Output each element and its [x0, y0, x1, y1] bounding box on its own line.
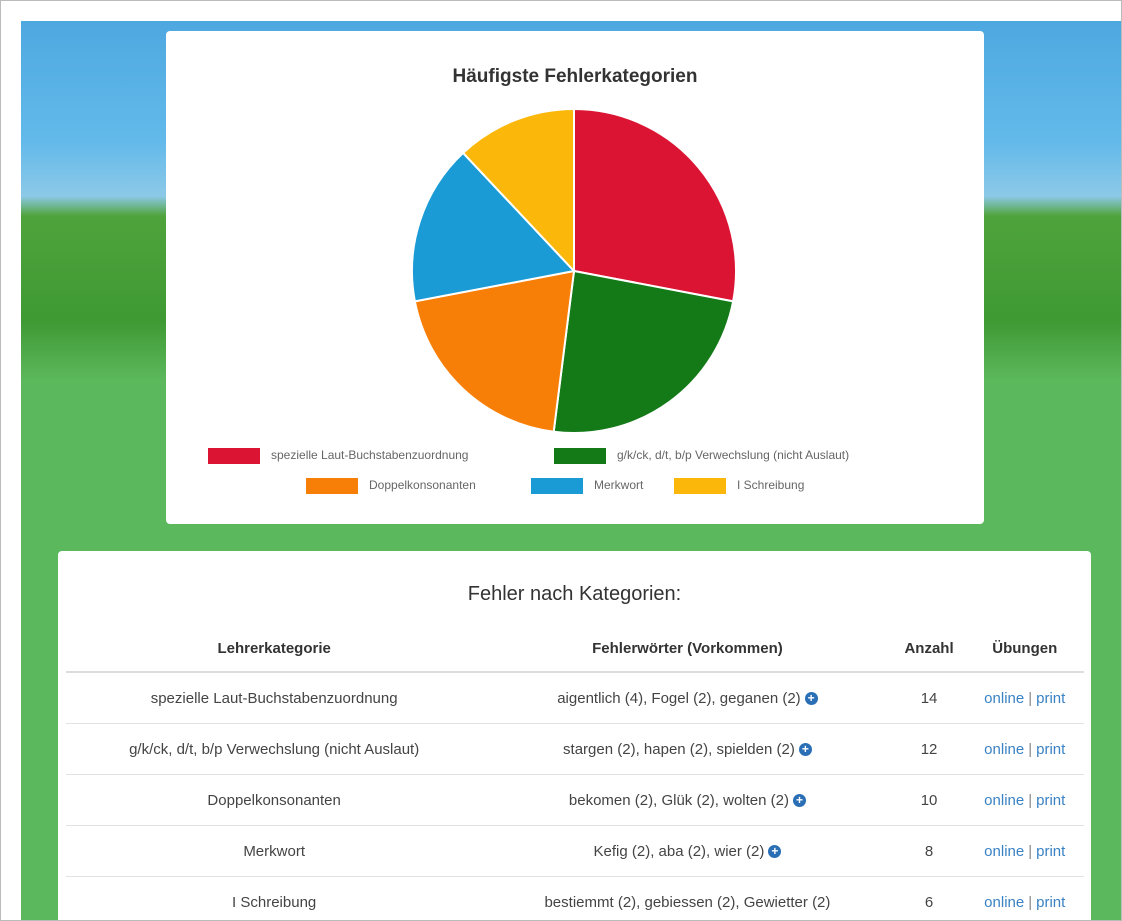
table-row: I Schreibung bestiemmt (2), gebiessen (2)… [66, 877, 1084, 921]
expand-link-icon[interactable]: + [793, 794, 806, 807]
separator: | [1028, 741, 1032, 758]
category-cell: Doppelkonsonanten [66, 775, 482, 826]
expand-link-icon[interactable]: + [768, 845, 781, 858]
expand-link-icon[interactable]: + [799, 743, 812, 756]
exercise-cell: online|print [966, 775, 1085, 826]
separator: | [1028, 792, 1032, 809]
count-cell: 10 [893, 775, 966, 826]
category-cell: Merkwort [66, 826, 482, 877]
words-text: aigentlich (4), Fogel (2), geganen (2) [557, 690, 800, 707]
legend-label: Doppelkonsonanten [369, 478, 476, 492]
legend-label: spezielle Laut-Buchstabenzuordnung [271, 448, 468, 462]
print-link[interactable]: print [1036, 792, 1065, 809]
legend-swatch [208, 448, 260, 464]
words-text: bekomen (2), Glük (2), wolten (2) [569, 792, 789, 809]
online-link[interactable]: online [984, 690, 1024, 707]
count-cell: 14 [893, 672, 966, 724]
print-link[interactable]: print [1036, 894, 1065, 911]
print-link[interactable]: print [1036, 741, 1065, 758]
count-cell: 6 [893, 877, 966, 921]
separator: | [1028, 843, 1032, 860]
words-cell: bestiemmt (2), gebiessen (2), Gewietter … [482, 877, 892, 921]
pie-slice [574, 109, 736, 301]
legend-swatch [531, 478, 583, 494]
print-link[interactable]: print [1036, 843, 1065, 860]
count-cell: 8 [893, 826, 966, 877]
header-cell: Fehlerwörter (Vorkommen) [482, 625, 892, 672]
chart: Häufigste Fehlerkategorien spezielle Lau… [166, 31, 984, 524]
category-cell: I Schreibung [66, 877, 482, 921]
words-text: Kefig (2), aba (2), wier (2) [594, 843, 765, 860]
online-link[interactable]: online [984, 894, 1024, 911]
table-row: g/k/ck, d/t, b/p Verwechslung (nicht Aus… [66, 724, 1084, 775]
separator: | [1028, 894, 1032, 911]
chart-card: Häufigste Fehlerkategorien spezielle Lau… [166, 31, 984, 524]
category-cell: g/k/ck, d/t, b/p Verwechslung (nicht Aus… [66, 724, 482, 775]
exercise-cell: online|print [966, 826, 1085, 877]
table-title: Fehler nach Kategorien: [58, 583, 1091, 606]
legend-label: Merkwort [594, 478, 644, 492]
exercise-cell: online|print [966, 672, 1085, 724]
header-cell: Anzahl [893, 625, 966, 672]
legend-label: I Schreibung [737, 478, 804, 492]
words-text: stargen (2), hapen (2), spielden (2) [563, 741, 795, 758]
print-link[interactable]: print [1036, 690, 1065, 707]
count-cell: 12 [893, 724, 966, 775]
legend-swatch [306, 478, 358, 494]
page: Häufigste Fehlerkategorien spezielle Lau… [0, 0, 1122, 921]
exercise-cell: online|print [966, 724, 1085, 775]
category-cell: spezielle Laut-Buchstabenzuordnung [66, 672, 482, 724]
words-text: bestiemmt (2), gebiessen (2), Gewietter … [544, 894, 830, 911]
pie-slice [554, 271, 733, 433]
header-cell: Lehrerkategorie [66, 625, 482, 672]
separator: | [1028, 690, 1032, 707]
header-cell: Übungen [966, 625, 1085, 672]
online-link[interactable]: online [984, 843, 1024, 860]
words-cell: aigentlich (4), Fogel (2), geganen (2) + [482, 672, 892, 724]
words-cell: bekomen (2), Glük (2), wolten (2) + [482, 775, 892, 826]
legend-label: g/k/ck, d/t, b/p Verwechslung (nicht Aus… [617, 448, 849, 462]
chart-title: Häufigste Fehlerkategorien [453, 66, 698, 87]
words-cell: Kefig (2), aba (2), wier (2)+ [482, 826, 892, 877]
legend-swatch [554, 448, 606, 464]
words-cell: stargen (2), hapen (2), spielden (2) + [482, 724, 892, 775]
exercise-cell: online|print [966, 877, 1085, 921]
online-link[interactable]: online [984, 741, 1024, 758]
expand-link-icon[interactable]: + [805, 692, 818, 705]
legend-swatch [674, 478, 726, 494]
online-link[interactable]: online [984, 792, 1024, 809]
